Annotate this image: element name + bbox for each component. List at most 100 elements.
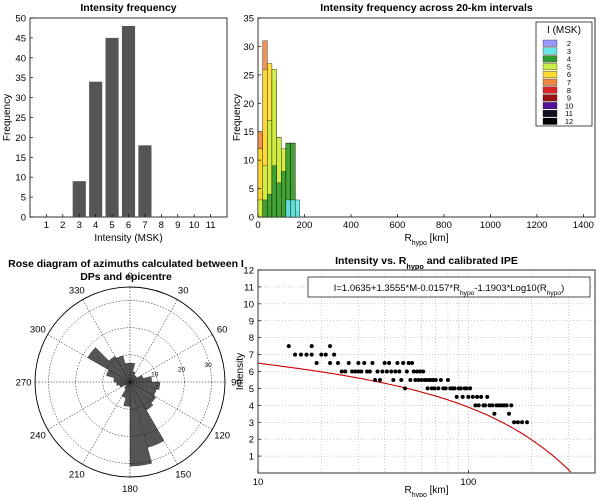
y-tick-label: 30 xyxy=(243,42,254,53)
y-tick-label: 25 xyxy=(15,113,26,124)
rose-radius-label: 10 xyxy=(151,371,159,378)
data-point xyxy=(466,394,471,399)
x-tick-label: 4 xyxy=(93,220,98,231)
bar xyxy=(281,171,287,218)
rose-spoke xyxy=(129,381,213,430)
panel-intensity-frequency: Intensity frequency 1 2 3 4 5 6 7 8 9 10 110510152… xyxy=(2,2,228,244)
rose-spoke xyxy=(47,334,131,383)
data-point xyxy=(373,377,378,382)
legend-label: 6 xyxy=(567,70,571,79)
data-point xyxy=(524,420,529,425)
y-tick-label: 5 xyxy=(249,384,254,395)
data-point xyxy=(367,369,372,374)
data-point xyxy=(445,377,450,382)
y-tick-label: 1 xyxy=(249,452,254,463)
y-tick-label: 50 xyxy=(15,14,26,25)
x-tick-label: 6 xyxy=(126,220,131,231)
equation-box xyxy=(307,276,591,298)
bar xyxy=(257,199,263,218)
y-tick-label: 2 xyxy=(249,435,254,446)
legend-swatch xyxy=(542,39,558,47)
panel-c-title-line-2: DPs and epicentre xyxy=(80,271,172,283)
data-point xyxy=(362,361,367,366)
rose-outer-ring xyxy=(34,286,226,478)
legend-swatch xyxy=(542,63,558,71)
panel-rose-diagram: Rose diagram of azimuths calculated betw… xyxy=(8,258,244,495)
panel-intensity-frequency-intervals: Intensity frequency across 20-km interva… xyxy=(232,2,596,247)
data-point xyxy=(504,403,509,408)
legend-swatch xyxy=(542,94,558,102)
y-tick-label: 0 xyxy=(21,213,26,224)
rose-angle-label: 150 xyxy=(175,470,191,481)
data-point xyxy=(425,386,430,391)
data-point xyxy=(309,352,314,357)
legend-swatch xyxy=(542,47,558,55)
y-tick-label: 5 xyxy=(249,184,254,195)
bar xyxy=(89,81,103,218)
panel-d-title: Intensity vs. Rhypo and calibrated IPE xyxy=(335,255,518,271)
x-tick-label: 800 xyxy=(436,220,452,231)
y-tick-label: 40 xyxy=(15,53,26,64)
rose-radius-label: 20 xyxy=(178,367,186,374)
data-point xyxy=(350,369,355,374)
rose-angle-label: 60 xyxy=(217,324,228,335)
rose-spoke xyxy=(82,299,131,383)
x-tick-label: 11 xyxy=(206,220,216,231)
data-point xyxy=(370,361,375,366)
data-point xyxy=(490,403,495,408)
legend-swatch xyxy=(542,55,558,63)
data-point xyxy=(432,386,437,391)
bar xyxy=(295,199,301,218)
data-point xyxy=(492,411,497,416)
data-point xyxy=(309,344,314,349)
legend-label: 7 xyxy=(567,78,571,87)
data-point xyxy=(458,386,463,391)
data-point xyxy=(319,352,324,357)
data-point xyxy=(415,369,420,374)
bar xyxy=(276,182,282,218)
y-tick-label: 3 xyxy=(249,418,254,429)
y-tick-label: 4 xyxy=(249,401,254,412)
legend-label: 8 xyxy=(567,86,571,95)
panel-a-title: Intensity frequency xyxy=(80,2,176,14)
legend-title: I (MSK) xyxy=(547,25,581,36)
data-point xyxy=(335,361,340,366)
data-point xyxy=(476,403,481,408)
y-tick-label: 12 xyxy=(243,266,254,277)
data-point xyxy=(382,361,387,366)
bar xyxy=(72,181,86,217)
y-tick-label: 7 xyxy=(249,350,254,361)
data-point xyxy=(464,386,469,391)
data-point xyxy=(520,420,525,425)
bar xyxy=(121,25,136,218)
rose-spoke xyxy=(129,299,178,383)
data-point xyxy=(436,386,441,391)
panel-c-title: Rose diagram of azimuths calculated betw… xyxy=(8,258,244,283)
y-tick-label: 20 xyxy=(15,133,26,144)
x-tick-label: 100 xyxy=(460,477,476,488)
data-point xyxy=(433,377,438,382)
data-point xyxy=(346,361,351,366)
data-point xyxy=(353,369,358,374)
data-point xyxy=(515,420,520,425)
legend-label: 5 xyxy=(567,62,571,71)
data-point xyxy=(339,369,344,374)
panel-b-ylabel: Frequency xyxy=(232,94,243,141)
data-point xyxy=(460,394,465,399)
data-point xyxy=(421,369,426,374)
data-point xyxy=(487,403,492,408)
y-tick-label: 6 xyxy=(249,367,254,378)
data-point xyxy=(332,352,337,357)
legend-label: 2 xyxy=(567,39,571,48)
data-point xyxy=(424,377,429,382)
data-point xyxy=(411,369,416,374)
rose-wedge xyxy=(108,355,131,383)
y-tick-label: 10 xyxy=(243,299,254,310)
rose-angle-label: 240 xyxy=(30,431,46,442)
data-point xyxy=(509,403,514,408)
y-tick-label: 9 xyxy=(249,316,254,327)
y-tick-label: 8 xyxy=(249,333,254,344)
y-tick-label: 10 xyxy=(243,156,254,167)
